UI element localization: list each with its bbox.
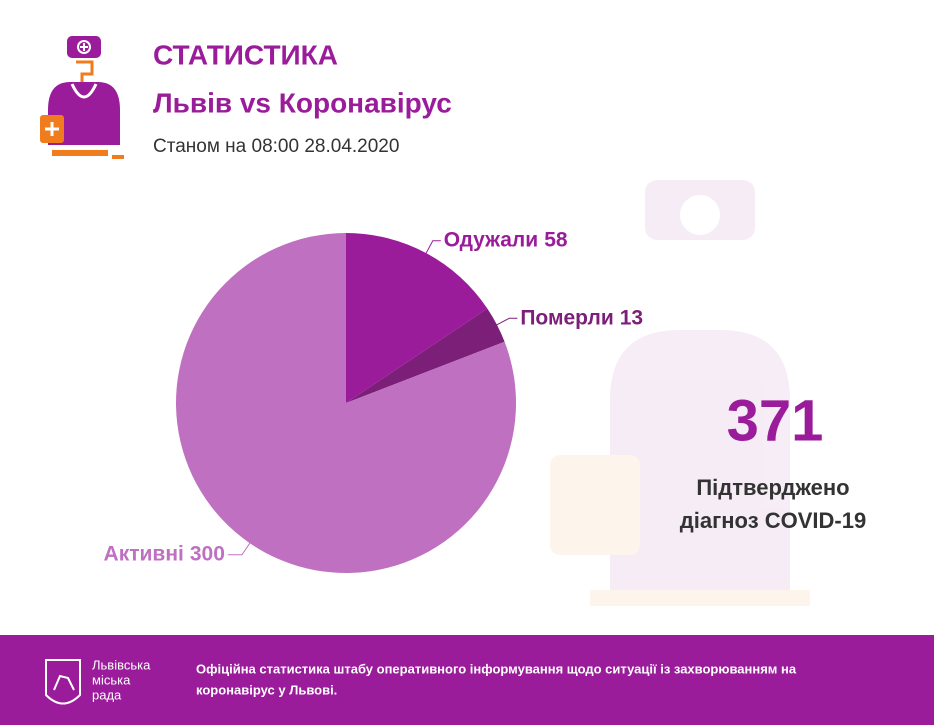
- slice-value: 300: [190, 542, 225, 565]
- slice-name: Активні: [104, 542, 184, 565]
- footer-logo: [45, 659, 81, 705]
- total-value: 371: [727, 388, 824, 453]
- subtitle: Львів vs Коронавірус: [153, 87, 452, 118]
- logo-text: рада: [92, 687, 122, 702]
- slice-name: Померли: [520, 306, 613, 329]
- footer-text: коронавірус у Львові.: [196, 682, 337, 697]
- total-label: Підтверджено: [696, 475, 849, 500]
- footer: [0, 635, 934, 725]
- slice-label: Померли 13: [520, 306, 643, 329]
- logo-text: Львівська: [92, 657, 151, 672]
- pie: Одужали 58 Померли 13 Активні 300: [104, 228, 643, 573]
- background-doctor: [550, 180, 810, 606]
- leader-line: [227, 541, 252, 556]
- leader-line: [494, 317, 518, 327]
- leader-line: [424, 240, 441, 256]
- pie-slice: [176, 233, 516, 573]
- footer-text: Офіційна статистика штабу оперативного і…: [196, 661, 797, 676]
- total-label: діагноз COVID-19: [680, 508, 866, 533]
- date: Станом на 08:00 28.04.2020: [153, 136, 399, 157]
- slice-label: Активні 300: [104, 542, 225, 565]
- slice-label: Одужали 58: [444, 228, 568, 251]
- pie-slice: [346, 308, 505, 403]
- pie-slice: [346, 233, 488, 403]
- slice-value: 58: [544, 228, 568, 251]
- logo-text: міська: [92, 672, 131, 687]
- doctor-icon: [40, 36, 124, 159]
- slice-value: 13: [620, 306, 643, 329]
- title: СТАТИСТИКА: [153, 39, 338, 70]
- slice-name: Одужали: [444, 228, 538, 251]
